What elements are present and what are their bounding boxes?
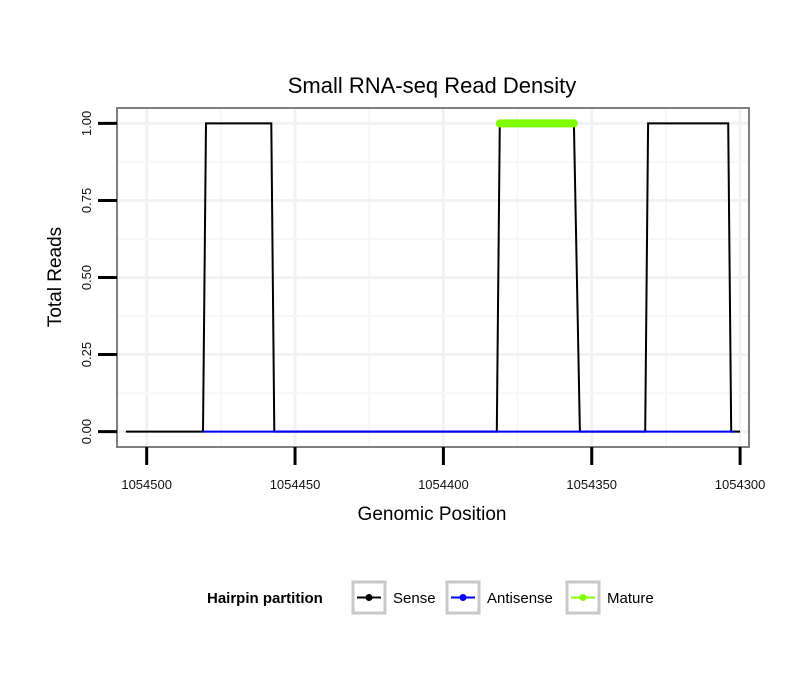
legend-item-sense: Sense <box>351 580 436 615</box>
grid <box>117 108 749 447</box>
y-axis-title: Total Reads <box>45 227 66 327</box>
y-tick-label: 1.00 <box>79 111 94 136</box>
series-layer <box>125 119 741 433</box>
x-axis-title: Genomic Position <box>358 504 507 525</box>
y-tick-label: 0.00 <box>79 419 94 444</box>
x-tick-label: 1054350 <box>566 477 617 492</box>
legend-key-point <box>365 594 373 601</box>
x-tick-label: 1054300 <box>715 477 766 492</box>
legend-key-point <box>459 594 467 601</box>
legend: Hairpin partition Sense Antisense Mature <box>207 580 654 615</box>
y-axis-ticks: 0.00 0.25 0.50 0.75 1.00 <box>79 111 117 444</box>
y-tick-label: 0.75 <box>79 188 94 213</box>
legend-label: Mature <box>607 590 654 607</box>
legend-item-antisense: Antisense <box>445 580 553 615</box>
y-tick-label: 0.25 <box>79 342 94 367</box>
legend-key-point <box>579 594 587 601</box>
x-tick-label: 1054500 <box>121 477 172 492</box>
x-tick-label: 1054450 <box>270 477 321 492</box>
x-axis-ticks: 1054500 1054450 1054400 1054350 1054300 <box>121 447 765 492</box>
legend-label: Sense <box>393 590 436 607</box>
x-tick-label: 1054400 <box>418 477 469 492</box>
legend-label: Antisense <box>487 590 553 607</box>
legend-title: Hairpin partition <box>207 590 323 607</box>
y-tick-label: 0.50 <box>79 265 94 290</box>
chart-title: Small RNA-seq Read Density <box>288 73 577 98</box>
legend-item-mature: Mature <box>565 580 654 615</box>
